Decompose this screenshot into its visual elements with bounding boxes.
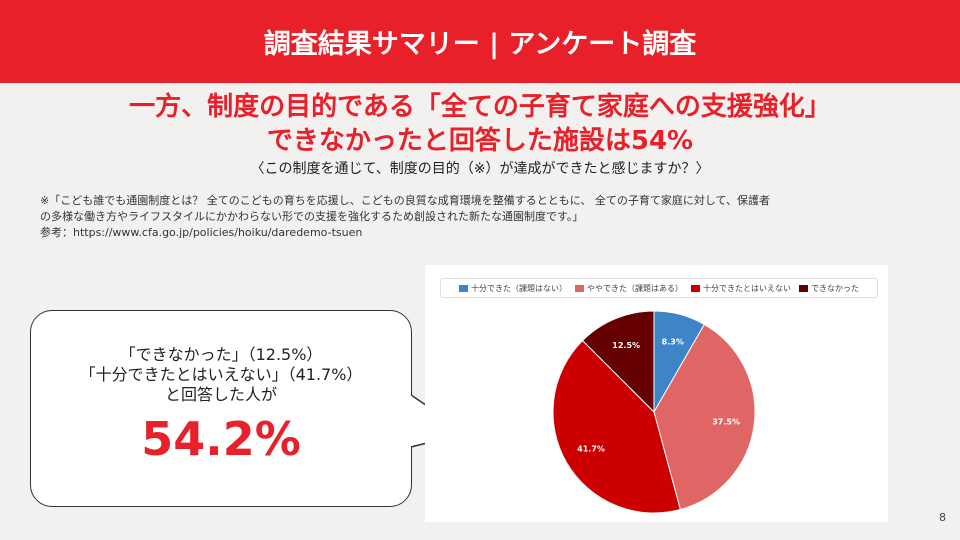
footnote-line1: ※「こども誰でも通園制度とは？ 全てのこどもの育ちを応援し、こどもの良質な成育環… <box>40 194 770 207</box>
header-bar: 調査結果サマリー | アンケート調査 <box>0 0 960 83</box>
pie-svg: 8.3% 37.5% 41.7% 12.5% <box>552 310 756 514</box>
survey-question: 〈この制度を通じて、制度の目的（※）が達成ができたと感じますか？〉 <box>250 161 710 177</box>
legend-item: できなかった <box>799 283 859 294</box>
pie-slice <box>581 310 655 414</box>
headline: 一方、制度の目的である「全ての子育て家庭への支援強化」 できなかったと回答した施… <box>0 90 960 158</box>
slice-label: 12.5% <box>612 341 640 350</box>
pie-slice <box>653 323 756 511</box>
legend-label: 十分できたとはいえない <box>703 283 791 293</box>
legend-swatch <box>575 284 584 292</box>
footnote-line2: の多様な働き方やライフスタイルにかかわらない形での支援を強化するため創設された新… <box>40 210 584 223</box>
page-title: 調査結果サマリー | アンケート調査 <box>263 29 697 60</box>
slice-label: 8.3% <box>662 338 684 347</box>
footnote-reference: 参考：https://www.cfa.go.jp/policies/hoiku/… <box>40 226 363 239</box>
legend-swatch <box>459 284 468 292</box>
callout-line2: 「十分できたとはいえない」（41.7%） <box>79 365 363 384</box>
pie-slice <box>653 310 705 414</box>
legend-label: 十分できた（課題はない） <box>471 283 567 293</box>
pie-slice <box>552 339 681 514</box>
headline-line2: できなかったと回答した施設は54% <box>266 126 694 156</box>
legend-label: できなかった <box>811 283 859 293</box>
callout-bubble: 「できなかった」（12.5%） 「十分できたとはいえない」（41.7%） と回答… <box>30 310 412 507</box>
legend-label: ややできた（課題はある） <box>587 283 683 293</box>
slice-label: 41.7% <box>577 444 605 453</box>
callout-line1: 「できなかった」（12.5%） <box>119 345 323 364</box>
legend-item: 十分できた（課題はない） <box>459 283 567 294</box>
callout-value: 54.2% <box>141 412 301 466</box>
legend-swatch <box>691 284 700 292</box>
slice-label: 37.5% <box>712 417 740 426</box>
pie-chart: 十分できた（課題はない） ややできた（課題はある） 十分できたとはいえない できなかっ… <box>425 265 888 522</box>
headline-line1: 一方、制度の目的である「全ての子育て家庭への支援強化」 <box>129 92 831 122</box>
footnote: ※「こども誰でも通園制度とは？ 全てのこどもの育ちを応援し、こどもの良質な成育環… <box>40 193 930 241</box>
callout-line3: と回答した人が <box>164 385 277 404</box>
legend-item: 十分できたとはいえない <box>691 283 791 294</box>
legend-item: ややできた（課題はある） <box>575 283 683 294</box>
chart-legend: 十分できた（課題はない） ややできた（課題はある） 十分できたとはいえない できなかっ… <box>440 278 878 298</box>
page-number: 8 <box>939 511 946 524</box>
legend-swatch <box>799 284 808 292</box>
